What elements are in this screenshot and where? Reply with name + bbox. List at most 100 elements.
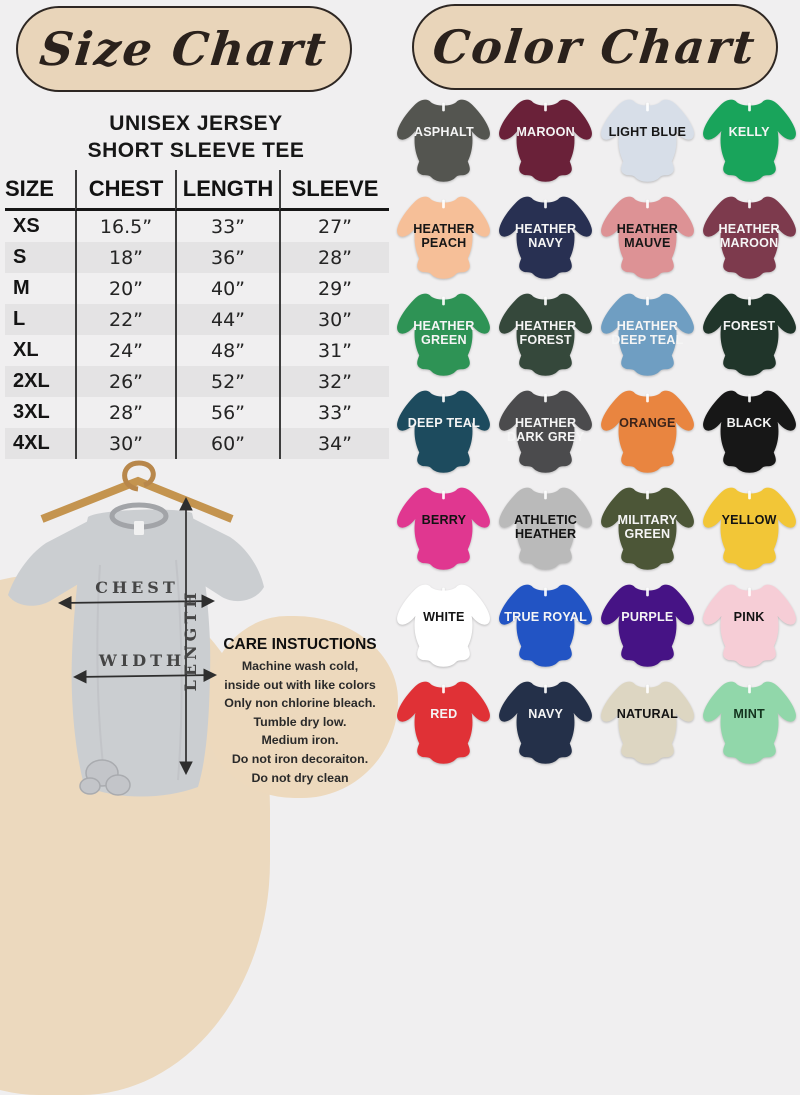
color-label: HEATHER MAROON: [718, 222, 780, 250]
sleeve-value: 33”: [279, 397, 389, 428]
care-line: Do not dry clean: [251, 770, 349, 785]
size-value: XL: [13, 339, 39, 361]
color-label: NAVY: [528, 707, 564, 721]
color-swatch: NAVY: [495, 678, 597, 775]
chest-value: 18”: [75, 242, 175, 273]
length-value: 33”: [175, 211, 279, 242]
color-swatch: YELLOW: [698, 484, 800, 581]
size-chart-heading-pill: Size Chart: [16, 6, 352, 92]
color-label: RED: [430, 707, 458, 721]
color-swatch: KELLY: [698, 96, 800, 193]
sleeve-value: 32”: [279, 366, 389, 397]
length-measure-label: LENGTH: [181, 589, 200, 692]
color-swatch: LIGHT BLUE: [597, 96, 699, 193]
tshirt-icon: [600, 584, 694, 667]
color-label: MINT: [733, 707, 765, 721]
size-value: 3XL: [13, 401, 50, 423]
tshirt-icon: [702, 487, 796, 570]
color-swatch: ORANGE: [597, 387, 699, 484]
chest-value: 24”: [75, 335, 175, 366]
tshirt-icon: [600, 99, 694, 182]
color-swatch: MILITARY GREEN: [597, 484, 699, 581]
color-label: ATHLETIC HEATHER: [514, 513, 578, 541]
color-swatch: DEEP TEAL: [393, 387, 495, 484]
color-swatch: NATURAL: [597, 678, 699, 775]
color-swatch: MINT: [698, 678, 800, 775]
color-label: MILITARY GREEN: [617, 513, 678, 541]
tshirt-icon: [702, 390, 796, 473]
tshirt-icon: [600, 487, 694, 570]
color-label: TRUE ROYAL: [504, 610, 587, 624]
hanger-icon: [40, 476, 234, 523]
tshirt-icon: [702, 584, 796, 667]
color-label: PURPLE: [621, 610, 674, 624]
tshirt-icon: [397, 99, 491, 182]
color-label: HEATHER NAVY: [514, 222, 577, 250]
care-line: Medium iron.: [261, 733, 339, 748]
care-instructions: CARE INSTUCTIONS Machine wash cold, insi…: [200, 636, 400, 787]
color-swatch: BERRY: [393, 484, 495, 581]
length-value: 40”: [175, 273, 279, 304]
color-swatch: HEATHER NAVY: [495, 193, 597, 290]
size-value: S: [5, 242, 75, 273]
color-label: HEATHER PEACH: [413, 222, 475, 250]
tshirt-icon: [397, 584, 491, 667]
col-header-sleeve: SLEEVE: [279, 170, 389, 211]
color-swatch: PURPLE: [597, 581, 699, 678]
care-instructions-blob: [206, 616, 398, 798]
size-value: 2XL: [5, 366, 75, 397]
size-value: M: [13, 277, 30, 299]
size-chart-title: Size Chart: [37, 22, 331, 76]
color-swatch: HEATHER MAROON: [698, 193, 800, 290]
length-value: 52”: [175, 366, 279, 397]
tshirt-icon: [499, 584, 593, 667]
size-table: SIZE CHEST LENGTH SLEEVE XS 16.5” 33” 27…: [5, 170, 389, 459]
chest-value: 28”: [75, 397, 175, 428]
chest-measure-label: CHEST: [95, 578, 179, 597]
color-chart-title: Color Chart: [430, 20, 760, 74]
chest-value: 16.5”: [75, 211, 175, 242]
product-title-line2: SHORT SLEEVE TEE: [87, 139, 305, 163]
tshirt-icon: [600, 681, 694, 764]
length-value: 56”: [175, 397, 279, 428]
care-title: CARE INSTUCTIONS: [223, 636, 377, 653]
tshirt-icon: [600, 293, 694, 376]
color-label: PINK: [733, 610, 765, 624]
care-line: inside out with like colors: [224, 677, 376, 692]
tshirt-icon: [702, 293, 796, 376]
length-value: 48”: [175, 335, 279, 366]
color-label: ASPHALT: [413, 125, 474, 139]
tshirt-icon: [397, 293, 491, 376]
color-chart-heading-pill: Color Chart: [412, 4, 778, 90]
sleeve-value: 30”: [279, 304, 389, 335]
chest-value: 22”: [75, 304, 175, 335]
color-label: WHITE: [423, 610, 465, 624]
col-header-length: LENGTH: [175, 170, 279, 211]
col-header-size: SIZE: [5, 170, 75, 211]
product-title-line1: UNISEX JERSEY: [109, 112, 283, 135]
color-swatch: HEATHER DARK GREY: [495, 387, 597, 484]
color-label: HEATHER DARK GREY: [506, 416, 585, 444]
color-label: DEEP TEAL: [407, 416, 480, 430]
color-label: BERRY: [421, 513, 467, 527]
color-label: MAROON: [516, 125, 575, 139]
tshirt-icon: [499, 99, 593, 182]
color-label: HEATHER GREEN: [413, 319, 475, 347]
color-chart-grid: ASPHALT MAROON LIGHT BLUE KELLY HEATHER …: [393, 96, 800, 796]
tshirt-icon: [397, 681, 491, 764]
color-swatch: FOREST: [698, 290, 800, 387]
color-swatch: BLACK: [698, 387, 800, 484]
tshirt-icon: [499, 293, 593, 376]
tshirt-icon: [499, 390, 593, 473]
sleeve-value: 34”: [279, 428, 389, 459]
tshirt-icon: [702, 99, 796, 182]
color-label: ORANGE: [619, 416, 676, 430]
sleeve-value: 27”: [279, 211, 389, 242]
length-value: 60”: [175, 428, 279, 459]
tshirt-icon: [499, 196, 593, 279]
color-label: FOREST: [722, 319, 776, 333]
chest-value: 30”: [75, 428, 175, 459]
color-swatch: HEATHER GREEN: [393, 290, 495, 387]
length-value: 36”: [175, 242, 279, 273]
tshirt-icon: [702, 681, 796, 764]
